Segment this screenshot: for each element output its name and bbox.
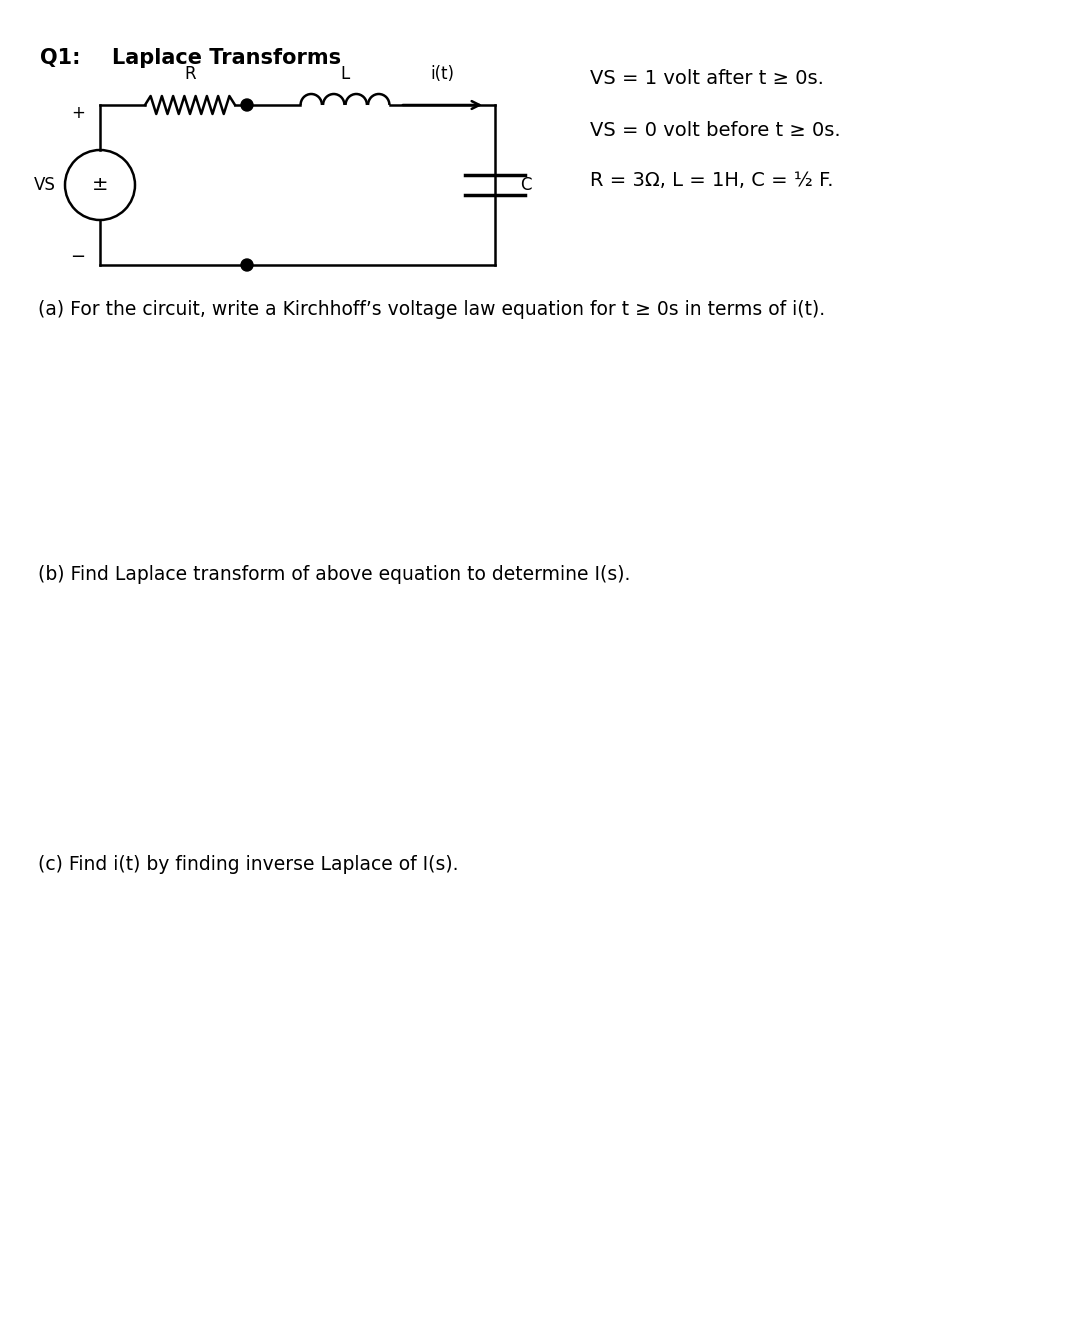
Text: (a) For the circuit, write a Kirchhoff’s voltage law equation for t ≥ 0s in term: (a) For the circuit, write a Kirchhoff’s… bbox=[38, 301, 825, 319]
Text: R = 3Ω, L = 1H, C = ½ F.: R = 3Ω, L = 1H, C = ½ F. bbox=[590, 170, 834, 190]
Text: −: − bbox=[70, 248, 85, 266]
Text: (c) Find i(t) by finding inverse Laplace of I(s).: (c) Find i(t) by finding inverse Laplace… bbox=[38, 855, 459, 874]
Text: (b) Find Laplace transform of above equation to determine I(s).: (b) Find Laplace transform of above equa… bbox=[38, 565, 631, 584]
Text: L: L bbox=[340, 65, 350, 83]
Text: ±: ± bbox=[92, 175, 108, 195]
Text: Laplace Transforms: Laplace Transforms bbox=[112, 47, 341, 69]
Text: Q1:: Q1: bbox=[40, 47, 81, 69]
Text: +: + bbox=[71, 104, 85, 123]
Circle shape bbox=[241, 260, 253, 272]
Text: R: R bbox=[185, 65, 195, 83]
Circle shape bbox=[241, 99, 253, 111]
Text: VS: VS bbox=[35, 177, 56, 194]
Text: VS = 0 volt before t ≥ 0s.: VS = 0 volt before t ≥ 0s. bbox=[590, 120, 840, 140]
Text: i(t): i(t) bbox=[431, 65, 455, 83]
Text: VS = 1 volt after t ≥ 0s.: VS = 1 volt after t ≥ 0s. bbox=[590, 69, 824, 87]
Text: C: C bbox=[519, 177, 531, 194]
